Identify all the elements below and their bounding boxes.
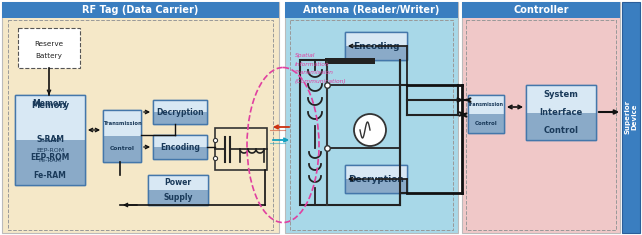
Bar xyxy=(103,110,141,162)
Text: Fe-RAM: Fe-RAM xyxy=(39,157,62,162)
Bar xyxy=(462,2,620,233)
Bar xyxy=(345,46,407,60)
Bar xyxy=(18,28,80,68)
Bar xyxy=(468,95,504,133)
Bar xyxy=(148,175,208,190)
Bar xyxy=(468,95,504,114)
Bar xyxy=(2,2,279,233)
Circle shape xyxy=(354,114,386,146)
Bar xyxy=(290,20,453,230)
Text: Encoding: Encoding xyxy=(352,42,399,51)
Text: Battery: Battery xyxy=(35,53,62,59)
Text: Antenna (Reader/Writer): Antenna (Reader/Writer) xyxy=(303,5,440,15)
Bar xyxy=(300,60,400,205)
Bar xyxy=(345,165,407,193)
Bar xyxy=(103,110,141,136)
Text: Information: Information xyxy=(295,62,329,67)
Bar xyxy=(8,20,273,230)
Bar xyxy=(215,128,267,170)
Text: Transmission: Transmission xyxy=(103,121,141,125)
Text: Control: Control xyxy=(110,146,135,152)
Text: Supply: Supply xyxy=(163,193,193,202)
Bar xyxy=(15,95,85,185)
Text: Encoding: Encoding xyxy=(160,142,200,152)
Bar xyxy=(148,175,208,205)
Bar xyxy=(285,2,458,233)
Text: Decryption: Decryption xyxy=(348,175,404,184)
Text: Interface: Interface xyxy=(539,108,583,117)
Bar xyxy=(15,95,85,140)
Bar xyxy=(526,85,596,140)
Text: Controller: Controller xyxy=(513,5,569,15)
Text: S-RAM: S-RAM xyxy=(36,136,64,145)
Text: Power: Power xyxy=(164,178,191,187)
Bar xyxy=(345,32,407,46)
Bar xyxy=(15,95,85,185)
Bar xyxy=(153,112,207,124)
Text: Transmission: Transmission xyxy=(295,70,334,75)
Bar xyxy=(2,2,279,18)
Text: EEP-ROM: EEP-ROM xyxy=(36,148,64,153)
Bar xyxy=(468,114,504,133)
Bar xyxy=(345,32,407,60)
Bar xyxy=(285,2,458,18)
Text: Fe-RAM: Fe-RAM xyxy=(33,172,66,180)
Text: Memory: Memory xyxy=(33,99,67,109)
Bar xyxy=(622,2,640,233)
Text: (Communication): (Communication) xyxy=(295,79,347,85)
Text: Decryption: Decryption xyxy=(156,107,204,117)
Bar xyxy=(103,110,141,162)
Bar xyxy=(153,100,207,124)
Text: S-RAM: S-RAM xyxy=(40,137,60,142)
Bar xyxy=(526,85,596,113)
Bar xyxy=(466,20,616,230)
Bar xyxy=(103,136,141,162)
Bar xyxy=(153,100,207,124)
Bar xyxy=(345,179,407,193)
Bar xyxy=(526,113,596,140)
Text: System: System xyxy=(544,90,578,99)
Text: Reserve: Reserve xyxy=(35,41,64,47)
Bar xyxy=(153,135,207,147)
Bar xyxy=(148,175,208,205)
Bar xyxy=(345,165,407,179)
Bar xyxy=(15,140,85,185)
Bar xyxy=(526,85,596,140)
Bar xyxy=(153,135,207,159)
Bar xyxy=(345,165,407,193)
Text: RF Tag (Data Carrier): RF Tag (Data Carrier) xyxy=(82,5,198,15)
Text: Control: Control xyxy=(544,126,578,135)
Bar xyxy=(462,2,620,18)
Bar xyxy=(148,190,208,205)
Bar xyxy=(345,32,407,60)
Text: Control: Control xyxy=(474,121,498,126)
Bar xyxy=(153,147,207,159)
Bar xyxy=(468,95,504,133)
Text: Transmission: Transmission xyxy=(468,102,504,107)
Bar xyxy=(325,58,375,64)
Text: EEP-ROM: EEP-ROM xyxy=(30,153,70,162)
Text: Memory: Memory xyxy=(31,102,69,110)
Bar xyxy=(153,100,207,112)
Bar xyxy=(153,135,207,159)
Text: Superior
Device: Superior Device xyxy=(625,100,638,134)
Text: Spatial: Spatial xyxy=(295,52,315,58)
